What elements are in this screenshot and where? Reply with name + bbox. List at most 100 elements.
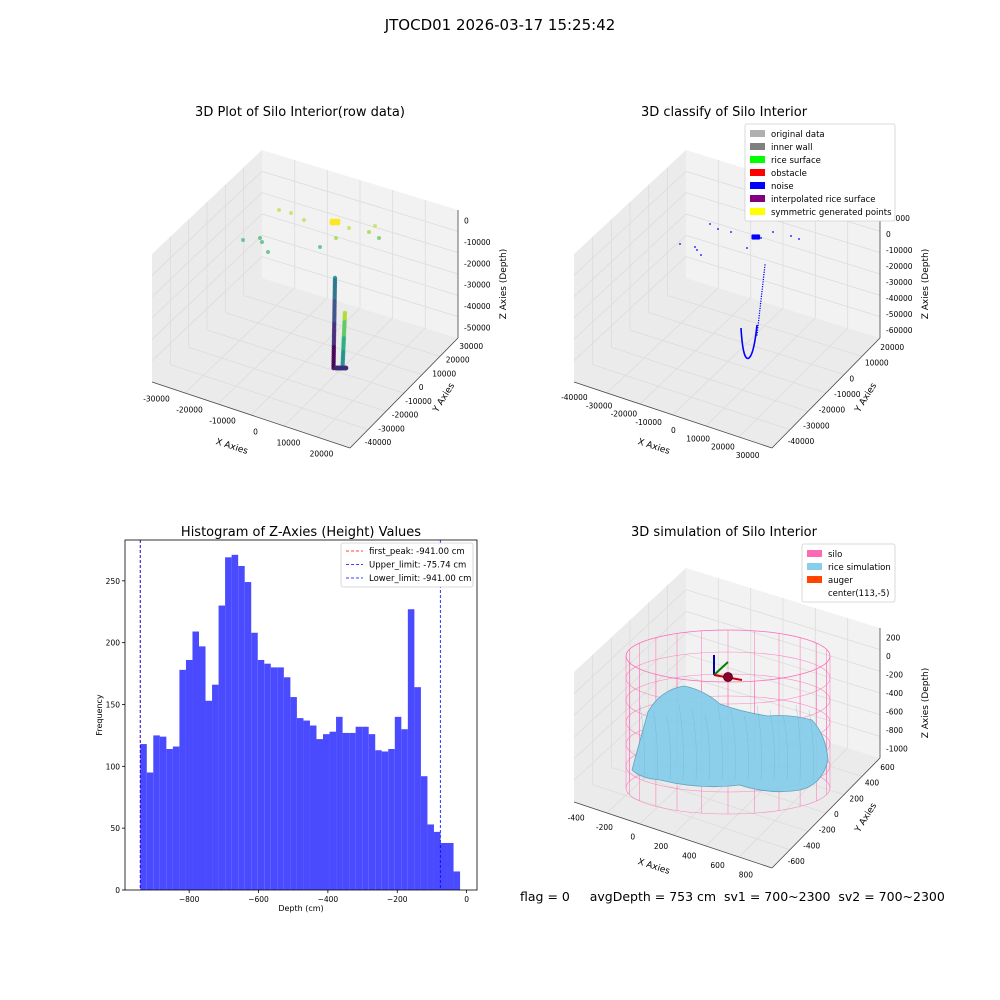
x-tick-label: 0: [464, 895, 469, 904]
rice-surface-mesh: [808, 709, 814, 781]
rice-surface-mesh: [769, 709, 775, 781]
y-tick-label: -600: [788, 857, 805, 866]
histogram-bar: [140, 744, 147, 890]
floor-grid-line: [667, 294, 863, 357]
rice-surface-mesh: [639, 704, 645, 781]
simulation-legend-swatch: [807, 576, 822, 583]
noise-point: [761, 290, 763, 293]
y-axis-label: Y Axies: [431, 381, 457, 415]
noise-point: [759, 305, 762, 307]
classify-legend-swatch: [750, 208, 765, 215]
x-tick-label: 10000: [277, 439, 301, 448]
y-tick-label: 0: [834, 810, 839, 819]
x-tick-label: −400: [318, 895, 339, 904]
histogram-bar: [303, 720, 310, 890]
y-tick-label: 0: [115, 886, 120, 895]
x-tick-label: -400: [568, 814, 585, 823]
raw-data-point: [260, 240, 264, 244]
classify-legend-entry: inner wall: [771, 143, 812, 153]
z-tick-label: -30000: [464, 281, 491, 290]
noise-point: [760, 293, 763, 295]
x-tick-label: 0: [253, 428, 258, 437]
y-tick-label: 200: [849, 794, 864, 803]
histogram-bar: [238, 565, 245, 890]
histogram-bar: [212, 684, 219, 890]
z-tick-label: -50000: [464, 323, 491, 332]
histogram-bar: [205, 700, 213, 890]
x-axis-label: X Axies: [636, 857, 671, 877]
z-tick-label: -20000: [886, 262, 913, 271]
histogram-bar: [316, 739, 324, 890]
classify-legend-swatch: [750, 130, 765, 137]
classify-legend-swatch: [750, 169, 765, 176]
y-tick-label: -40000: [788, 437, 815, 446]
z-tick-label: -10000: [886, 246, 913, 255]
classify-legend-swatch: [750, 156, 765, 163]
y-tick-label: 150: [106, 700, 121, 709]
histogram-bar: [355, 726, 363, 890]
x-tick-label: -30000: [143, 395, 170, 404]
x-tick-label: −600: [248, 895, 269, 904]
histogram-legend-entry: Upper_limit: -75.74 cm: [369, 561, 466, 571]
histogram-bar: [159, 736, 167, 890]
x-tick-label: -10000: [635, 418, 662, 427]
classify-legend-swatch: [750, 143, 765, 150]
y-tick-label: 250: [106, 577, 121, 586]
x-axis-line: [151, 381, 351, 449]
z-tick-label: -50000: [886, 310, 913, 319]
z-tick-label: 10000: [886, 214, 910, 223]
rice-surface-mesh: [652, 709, 658, 781]
noise-point: [709, 223, 711, 225]
x-tick-label: 20000: [310, 450, 334, 459]
y-axis-line: [771, 757, 881, 869]
panel-title: 3D classify of Silo Interior: [641, 105, 808, 120]
histogram-bar: [388, 749, 395, 890]
noise-point: [700, 254, 702, 256]
x-tick-label: -10000: [209, 417, 236, 426]
classify-legend-entry: interpolated rice surface: [771, 195, 876, 205]
z-tick-label: -400: [886, 689, 903, 698]
wall-grid-line: [151, 192, 459, 297]
histogram-bar: [336, 716, 343, 890]
noise-point: [757, 319, 760, 322]
simulation-legend-entry: center(113,-5): [828, 589, 889, 599]
raw-data-point: [241, 238, 245, 242]
x-tick-label: 20000: [711, 443, 735, 452]
histogram-bar: [218, 605, 226, 890]
z-axis-label: Z Axies (Depth): [499, 249, 509, 320]
y-axis-line: [771, 337, 881, 449]
y-tick-label: 30000: [459, 342, 483, 351]
z-tick-label: -600: [886, 708, 903, 717]
auger-center-marker: [723, 672, 733, 682]
histogram-bar: [401, 729, 408, 890]
panel-classify-3d: 3D classify of Silo Interior-40000-30000…: [561, 105, 931, 460]
histogram-legend-entry: first_peak: -941.00 cm: [369, 547, 465, 557]
figure-title: JTOCD01 2026-03-17 15:25:42: [384, 16, 616, 34]
z-tick-label: -40000: [464, 302, 491, 311]
noise-point: [757, 236, 761, 240]
z-tick-label: 200: [886, 633, 901, 642]
rice-surface-mesh: [782, 714, 788, 781]
raw-data-point: [334, 236, 338, 240]
noise-point: [759, 302, 762, 305]
histogram-legend-entry: Lower_limit: -941.00 cm: [369, 574, 471, 584]
raw-data-point: [258, 236, 262, 240]
noise-curve: [740, 324, 758, 360]
simulation-legend-swatch: [807, 563, 822, 570]
y-tick-label: 200: [106, 639, 121, 648]
y-tick-label: 100: [106, 762, 121, 771]
histogram-legend-box: [340, 542, 474, 588]
histogram-bar: [172, 746, 180, 890]
raw-data-point: [347, 226, 351, 230]
y-tick-label: -20000: [819, 406, 846, 415]
y-tick-label: -10000: [834, 390, 861, 399]
histogram-bar: [264, 663, 271, 890]
panel-title: 3D Plot of Silo Interior(row data): [195, 105, 405, 120]
histogram-bar: [146, 772, 154, 890]
x-tick-label: 10000: [686, 434, 710, 443]
raw-data-point: [266, 250, 270, 254]
z-tick-label: -20000: [464, 259, 491, 268]
x-tick-label: -20000: [176, 406, 203, 415]
x-tick-label: 400: [682, 851, 697, 860]
